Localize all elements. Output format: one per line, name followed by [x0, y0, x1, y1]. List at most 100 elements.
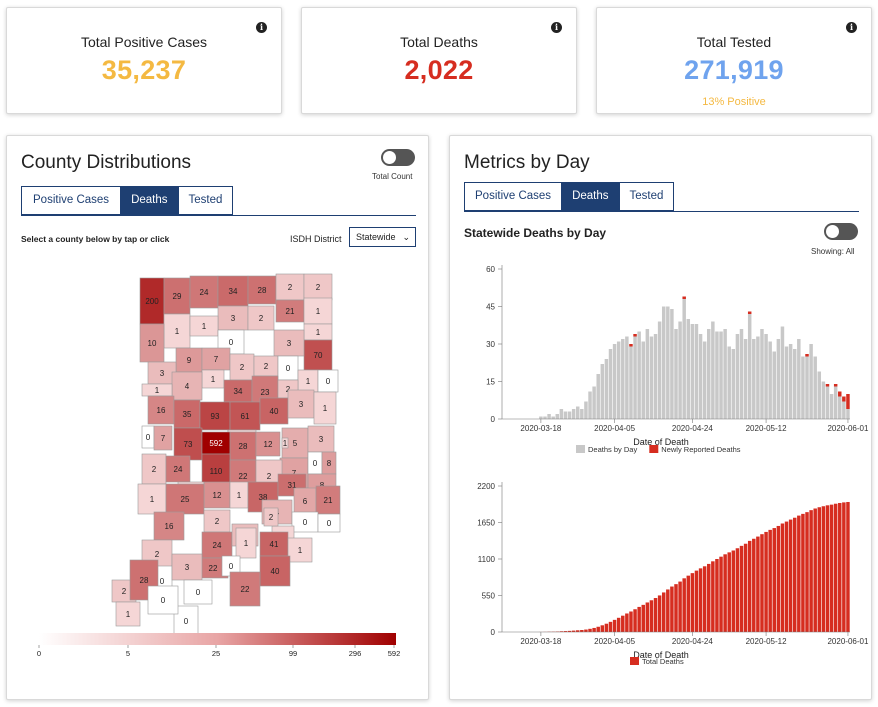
county-region[interactable]: 22 — [229, 571, 261, 607]
county-region[interactable]: 73 — [173, 427, 203, 461]
county-region[interactable]: 10 — [139, 323, 165, 363]
tab-positive-cases[interactable]: Positive Cases — [22, 187, 122, 214]
county-region[interactable]: 28 — [129, 559, 159, 601]
tab-tested[interactable]: Tested — [178, 187, 233, 214]
county-region[interactable]: 0 — [307, 451, 323, 475]
county-region[interactable]: 16 — [147, 395, 175, 425]
county-region[interactable]: 0 — [317, 513, 341, 533]
county-region[interactable]: 1 — [287, 537, 313, 563]
county-region[interactable]: 200 — [139, 277, 165, 325]
county-region[interactable]: 1 — [163, 313, 191, 349]
county-region[interactable]: 1 — [281, 437, 289, 449]
bar — [567, 411, 572, 419]
county-region[interactable]: 9 — [175, 347, 203, 373]
county-region[interactable]: 93 — [199, 401, 231, 431]
info-icon[interactable]: i — [256, 22, 267, 33]
bar — [612, 344, 617, 419]
county-region[interactable]: 2 — [247, 305, 275, 331]
county-region[interactable]: 3 — [287, 389, 315, 419]
county-region[interactable]: 0 — [291, 511, 319, 533]
county-region[interactable]: 2 — [141, 453, 167, 485]
county-region[interactable]: 3 — [307, 425, 335, 453]
county-region[interactable]: 24 — [189, 275, 219, 309]
county-region[interactable]: 28 — [247, 275, 277, 305]
county-region[interactable]: 1 — [303, 297, 333, 325]
x-axis-label: Date of Death — [633, 650, 689, 660]
county-region[interactable]: 8 — [321, 451, 337, 475]
county-region[interactable]: 0 — [147, 585, 179, 615]
county-region[interactable]: 29 — [163, 277, 191, 315]
county-region[interactable]: 7 — [201, 347, 231, 371]
info-icon[interactable]: i — [551, 22, 562, 33]
county-region[interactable]: 70 — [303, 339, 333, 371]
county-region[interactable]: 1 — [115, 601, 141, 627]
tab-deaths[interactable]: Deaths — [121, 187, 179, 214]
bar — [666, 589, 670, 632]
county-region[interactable]: 2 — [253, 355, 279, 377]
county-region[interactable]: 35 — [173, 399, 201, 429]
county-region[interactable]: 1 — [201, 369, 225, 389]
county-region[interactable]: 24 — [201, 531, 233, 559]
county-region[interactable]: 1 — [137, 483, 167, 515]
county-region[interactable]: 2 — [303, 273, 333, 301]
county-value: 21 — [286, 307, 295, 316]
bar — [715, 331, 719, 419]
county-region[interactable]: 6 — [293, 487, 317, 515]
y-tick-label: 45 — [486, 303, 495, 312]
county-region[interactable]: 24 — [165, 455, 191, 483]
county-region[interactable]: 28 — [229, 431, 257, 461]
county-region[interactable]: 21 — [315, 485, 341, 515]
county-region[interactable]: 1 — [189, 315, 219, 337]
county-region[interactable]: 0 — [183, 579, 213, 605]
county-region[interactable]: 21 — [275, 299, 305, 323]
county-region[interactable]: 2 — [229, 353, 255, 381]
legend-swatch — [576, 445, 585, 453]
county-region[interactable]: 12 — [203, 481, 231, 509]
bar — [576, 630, 580, 632]
county-region[interactable]: 2 — [203, 509, 231, 533]
info-icon[interactable]: i — [846, 22, 857, 33]
county-region[interactable]: 40 — [259, 555, 291, 587]
county-region[interactable]: 34 — [217, 275, 249, 307]
county-region[interactable]: 25 — [165, 483, 205, 515]
tab-tested[interactable]: Tested — [619, 183, 674, 210]
bar — [661, 306, 666, 419]
district-select[interactable]: Statewide ⌄ — [349, 227, 416, 247]
county-region[interactable]: 0 — [141, 425, 155, 449]
county-region[interactable]: 7 — [153, 425, 173, 451]
tab-deaths[interactable]: Deaths — [562, 183, 620, 210]
bar — [588, 391, 592, 419]
county-region[interactable]: 2 — [275, 273, 305, 301]
county-region[interactable]: 0 — [277, 355, 299, 381]
county-value: 0 — [160, 577, 165, 586]
county-region[interactable]: 16 — [153, 511, 185, 541]
bar — [711, 321, 715, 419]
county-region[interactable]: 3 — [217, 305, 249, 331]
county-region[interactable]: 40 — [259, 397, 289, 425]
county-region[interactable]: 41 — [259, 531, 289, 557]
county-region[interactable]: 12 — [255, 431, 281, 457]
county-region[interactable]: 1 — [297, 369, 319, 393]
county-region[interactable]: 4 — [171, 371, 203, 401]
county-region[interactable]: 1 — [303, 323, 333, 341]
county-value: 0 — [161, 596, 166, 605]
county-region[interactable]: 34 — [223, 379, 253, 403]
county-region[interactable]: 3 — [171, 553, 203, 581]
county-region[interactable]: 1 — [229, 481, 249, 509]
tab-positive-cases[interactable]: Positive Cases — [465, 183, 563, 210]
bar-new — [747, 311, 752, 314]
county-region[interactable]: 0 — [317, 369, 339, 393]
bar — [682, 578, 686, 632]
county-region[interactable]: 592 — [201, 431, 231, 455]
county-region[interactable]: 1 — [235, 527, 257, 559]
county-region[interactable]: 61 — [229, 401, 261, 431]
county-region[interactable]: 2 — [263, 507, 279, 527]
county-region[interactable]: 1 — [141, 383, 173, 397]
county-region[interactable]: 1 — [313, 391, 337, 425]
bar — [608, 621, 613, 632]
total-count-toggle[interactable] — [381, 149, 415, 166]
county-region[interactable]: 3 — [273, 329, 305, 357]
showing-all-toggle[interactable] — [824, 223, 858, 240]
county-value: 61 — [241, 412, 250, 421]
